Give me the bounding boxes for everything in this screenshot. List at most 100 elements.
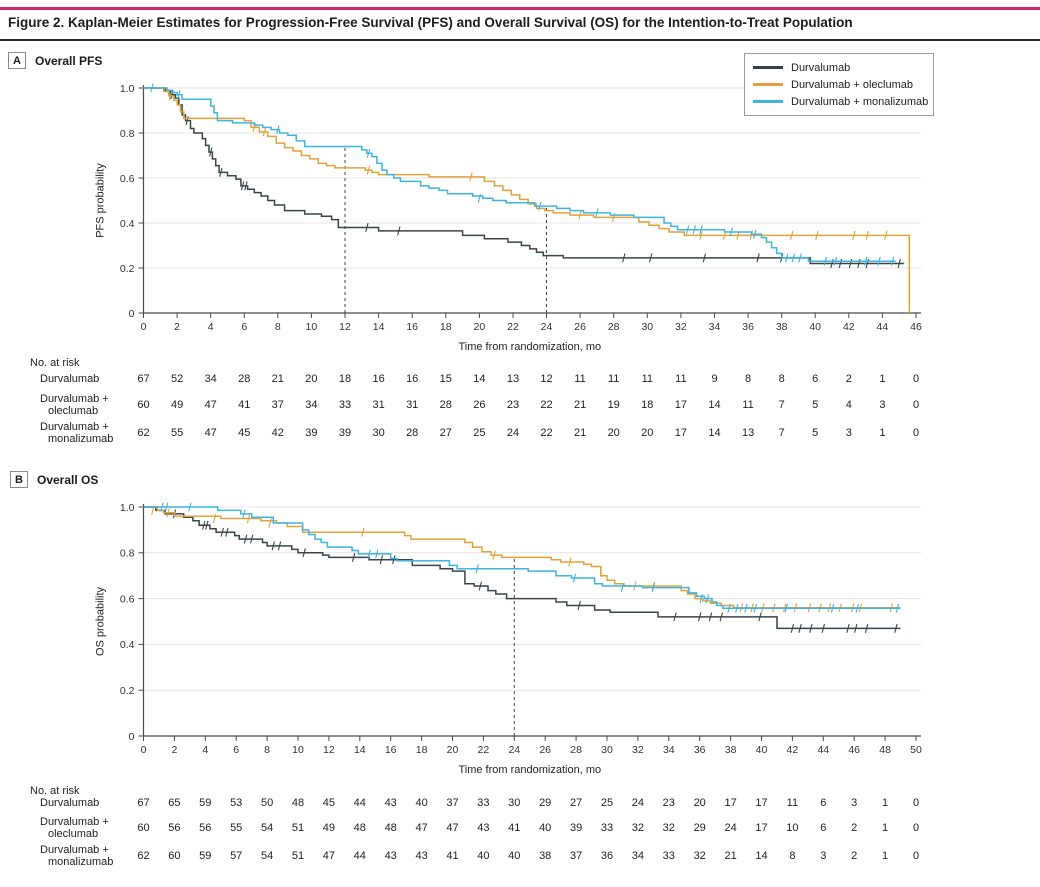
censor-mark <box>846 623 850 633</box>
censor-mark <box>277 541 282 551</box>
censor-mark <box>865 230 869 240</box>
censor-mark <box>477 193 482 203</box>
x-tick-label: 50 <box>910 744 922 756</box>
x-tick-label: 40 <box>809 321 821 333</box>
censor-marks-durvalumab-oleclumab <box>168 91 888 240</box>
x-tick-label: 20 <box>474 321 486 333</box>
censor-mark <box>620 583 625 593</box>
x-tick-label: 0 <box>141 744 147 756</box>
x-tick-label: 10 <box>292 744 304 756</box>
censor-mark <box>244 181 248 191</box>
censor-mark <box>595 208 599 218</box>
censor-mark <box>863 256 868 266</box>
x-tick-label: 8 <box>275 321 281 333</box>
censor-mark <box>821 623 825 633</box>
km-panel-b: 00.20.40.60.81.00 2 4 6 8 10 12 14 16 18 20 22 24 26 2… <box>95 502 922 776</box>
censor-mark <box>578 210 582 220</box>
y-tick-label: 0.2 <box>120 263 135 275</box>
censor-mark <box>475 564 479 574</box>
y-tick-label: 1.0 <box>120 502 135 514</box>
censor-mark <box>188 502 192 512</box>
panel-b-letter: B <box>10 471 28 488</box>
censor-mark <box>165 502 169 512</box>
x-tick-label: 26 <box>539 744 551 756</box>
censor-marks-durvalumab <box>172 509 898 633</box>
x-tick-label: 42 <box>787 744 799 756</box>
km-curve-durvalumab-oleclumab <box>143 506 901 609</box>
x-tick-label: 36 <box>694 744 706 756</box>
censor-mark <box>367 549 371 559</box>
censor-mark <box>250 534 254 544</box>
censor-mark <box>699 225 703 235</box>
legend-item-label: Durvalumab + monalizumab <box>791 95 929 108</box>
censor-marks-durvalumab-oleclumab <box>151 505 893 613</box>
legend: Durvalumab Durvalumab + oleclumab Durval… <box>744 53 934 116</box>
censor-mark <box>649 253 653 263</box>
censor-mark <box>809 623 813 633</box>
x-tick-label: 18 <box>440 321 452 333</box>
censor-mark <box>699 594 703 604</box>
censor-mark <box>246 514 251 523</box>
y-tick-label: 0 <box>129 731 135 743</box>
censor-mark <box>815 230 819 240</box>
censor-mark <box>708 612 713 622</box>
panel-b-header: B Overall OS <box>10 471 98 488</box>
censor-mark <box>242 509 246 519</box>
km-curve-durvalumab-monalizumab <box>143 87 896 263</box>
km-curve-durvalumab-oleclumab <box>143 87 911 313</box>
x-axis-title: Time from randomization, mo <box>458 764 601 776</box>
legend-item: Durvalumab <box>753 59 925 76</box>
censor-mark <box>877 256 881 266</box>
legend-line-swatch <box>753 100 783 103</box>
y-tick-label: 0 <box>129 308 135 320</box>
censor-mark <box>366 165 371 175</box>
censor-mark <box>830 603 835 613</box>
censor-mark <box>702 253 707 263</box>
censor-mark <box>727 603 731 613</box>
x-axis-title: Time from randomization, mo <box>458 341 601 353</box>
x-tick-label: 34 <box>663 744 675 756</box>
censor-mark <box>833 256 838 266</box>
x-tick-label: 2 <box>171 744 177 756</box>
censor-mark <box>150 83 154 93</box>
y-tick-label: 0.2 <box>120 685 135 697</box>
censor-mark <box>366 148 371 158</box>
censor-mark <box>890 256 895 266</box>
panel-a-header: A Overall PFS <box>8 52 102 69</box>
censor-mark <box>854 623 858 633</box>
x-tick-label: 6 <box>233 744 239 756</box>
censor-mark <box>361 527 365 537</box>
censor-mark <box>351 552 356 562</box>
censor-mark <box>379 555 384 565</box>
x-tick-label: 38 <box>725 744 737 756</box>
x-tick-label: 24 <box>508 744 520 756</box>
x-tick-label: 44 <box>877 321 889 333</box>
y-tick-label: 1.0 <box>120 83 135 95</box>
km-curve-durvalumab <box>143 87 905 265</box>
censor-mark <box>577 601 581 610</box>
x-tick-label: 2 <box>174 321 180 333</box>
censor-mark <box>685 225 690 235</box>
y-axis-title: PFS probability <box>95 163 107 238</box>
censor-mark <box>397 226 401 236</box>
censor-mark <box>212 514 217 523</box>
censor-mark <box>469 172 473 182</box>
x-tick-label: 32 <box>632 744 644 756</box>
title-divider-rule <box>0 39 1040 41</box>
censor-mark <box>673 612 677 622</box>
x-tick-label: 40 <box>756 744 768 756</box>
censor-mark <box>492 550 496 560</box>
censor-mark <box>897 259 901 268</box>
censor-mark <box>262 127 267 137</box>
censor-mark <box>756 253 760 263</box>
censor-mark <box>855 603 859 613</box>
legend-item-label: Durvalumab <box>791 61 851 74</box>
km-curve-durvalumab-monalizumab <box>143 506 901 609</box>
accent-rule <box>0 7 1040 10</box>
x-tick-label: 46 <box>910 321 922 333</box>
x-tick-label: 10 <box>306 321 318 333</box>
censor-mark <box>271 541 275 551</box>
x-tick-label: 22 <box>478 744 490 756</box>
